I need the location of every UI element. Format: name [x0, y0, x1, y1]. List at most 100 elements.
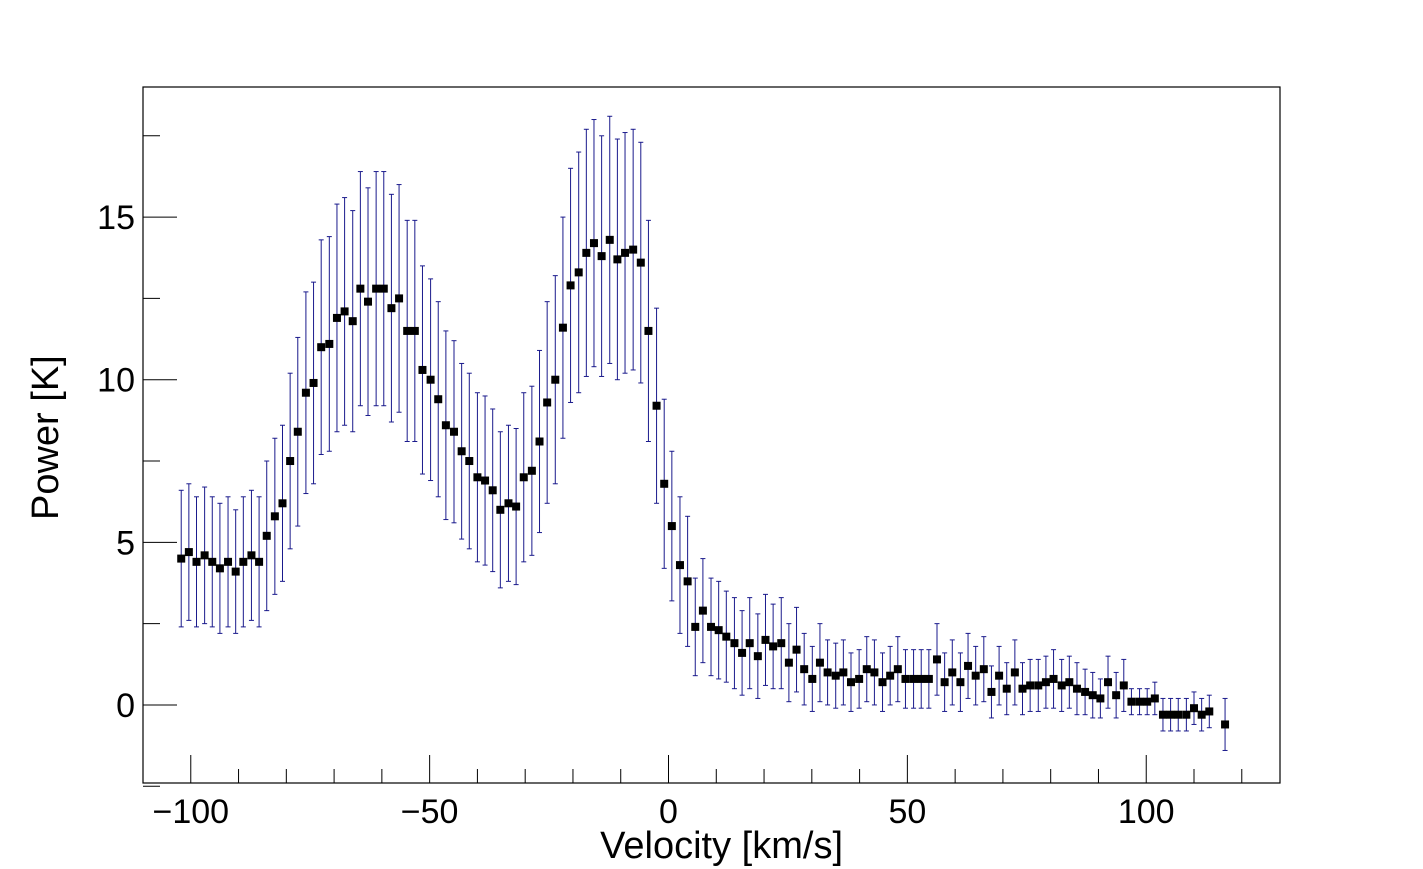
data-point: [239, 557, 248, 566]
data-point: [574, 268, 583, 277]
data-point: [543, 398, 552, 407]
data-point: [940, 678, 949, 687]
data-point: [652, 401, 661, 410]
data-point: [597, 252, 606, 261]
y-axis-title: Power [K]: [25, 355, 67, 520]
data-point: [224, 557, 233, 566]
data-point: [1158, 710, 1167, 719]
data-point: [1166, 710, 1175, 719]
data-point: [862, 665, 871, 674]
x-tick-label: 0: [659, 793, 678, 831]
data-point: [800, 665, 809, 674]
data-point: [831, 671, 840, 680]
data-point: [855, 674, 864, 683]
data-point: [395, 294, 404, 303]
plot-frame: [142, 86, 1281, 784]
data-point: [1088, 691, 1097, 700]
data-point: [878, 678, 887, 687]
data-point: [457, 447, 466, 456]
x-axis-tick-labels: −100 −50 0 50 100: [152, 793, 1174, 831]
data-point: [410, 326, 419, 335]
data-point: [753, 652, 762, 661]
data-point: [293, 427, 302, 436]
data-point: [184, 548, 193, 557]
data-point: [1065, 678, 1074, 687]
data-point: [1112, 691, 1121, 700]
y-axis-tick-labels: 0 5 10 15: [97, 199, 135, 725]
data-point: [815, 658, 824, 667]
data-point: [948, 668, 957, 677]
data-point: [722, 632, 731, 641]
data-point: [208, 557, 217, 566]
data-point: [1041, 678, 1050, 687]
data-point: [301, 388, 310, 397]
data-point: [465, 457, 474, 466]
data-point: [979, 665, 988, 674]
x-axis-ticks: [190, 755, 1243, 783]
y-tick-label: 15: [97, 199, 135, 237]
data-point: [691, 622, 700, 631]
data-point: [644, 326, 653, 335]
data-point: [707, 622, 716, 631]
data-point: [839, 668, 848, 677]
data-point: [1026, 681, 1035, 690]
data-point: [738, 648, 747, 657]
data-point: [286, 457, 295, 466]
data-point: [403, 326, 412, 335]
data-point: [364, 297, 373, 306]
data-point: [1197, 710, 1206, 719]
data-point: [215, 564, 224, 573]
data-point: [870, 668, 879, 677]
data-point: [481, 476, 490, 485]
data-point: [769, 642, 778, 651]
data-point: [893, 665, 902, 674]
data-point: [1002, 684, 1011, 693]
data-point: [932, 655, 941, 664]
data-point: [356, 284, 365, 293]
data-point: [1010, 668, 1019, 677]
data-point: [332, 313, 341, 322]
x-tick-label: 100: [1118, 793, 1175, 831]
data-point: [317, 343, 326, 352]
x-tick-label: 50: [888, 793, 926, 831]
data-point: [777, 639, 786, 648]
data-point: [823, 668, 832, 677]
data-point: [667, 522, 676, 531]
y-axis-ticks: [143, 135, 177, 787]
data-point: [613, 255, 622, 264]
y-tick-label: 5: [116, 524, 135, 562]
data-point: [387, 304, 396, 313]
data-point: [192, 557, 201, 566]
data-point: [987, 687, 996, 696]
data-point: [255, 557, 264, 566]
data-point: [621, 248, 630, 257]
data-point: [1221, 720, 1230, 729]
data-point: [535, 437, 544, 446]
error-bars: [178, 115, 1228, 751]
data-point: [917, 674, 926, 683]
data-point: [792, 645, 801, 654]
data-point: [278, 499, 287, 508]
data-point: [784, 658, 793, 667]
data-point: [660, 479, 669, 488]
data-point: [1190, 704, 1199, 713]
data-point: [730, 639, 739, 648]
data-point: [496, 505, 505, 514]
data-point: [1072, 684, 1081, 693]
data-point: [971, 671, 980, 680]
data-point: [582, 248, 591, 257]
data-point: [1127, 697, 1136, 706]
data-point: [309, 378, 318, 387]
data-point: [200, 551, 209, 560]
data-point: [886, 671, 895, 680]
data-point: [558, 323, 567, 332]
data-point: [441, 421, 450, 430]
data-point: [1205, 707, 1214, 716]
data-point: [340, 307, 349, 316]
data-point: [964, 661, 973, 670]
data-point: [418, 365, 427, 374]
data-point: [683, 577, 692, 586]
data-point: [1018, 684, 1027, 693]
data-point: [177, 554, 186, 563]
